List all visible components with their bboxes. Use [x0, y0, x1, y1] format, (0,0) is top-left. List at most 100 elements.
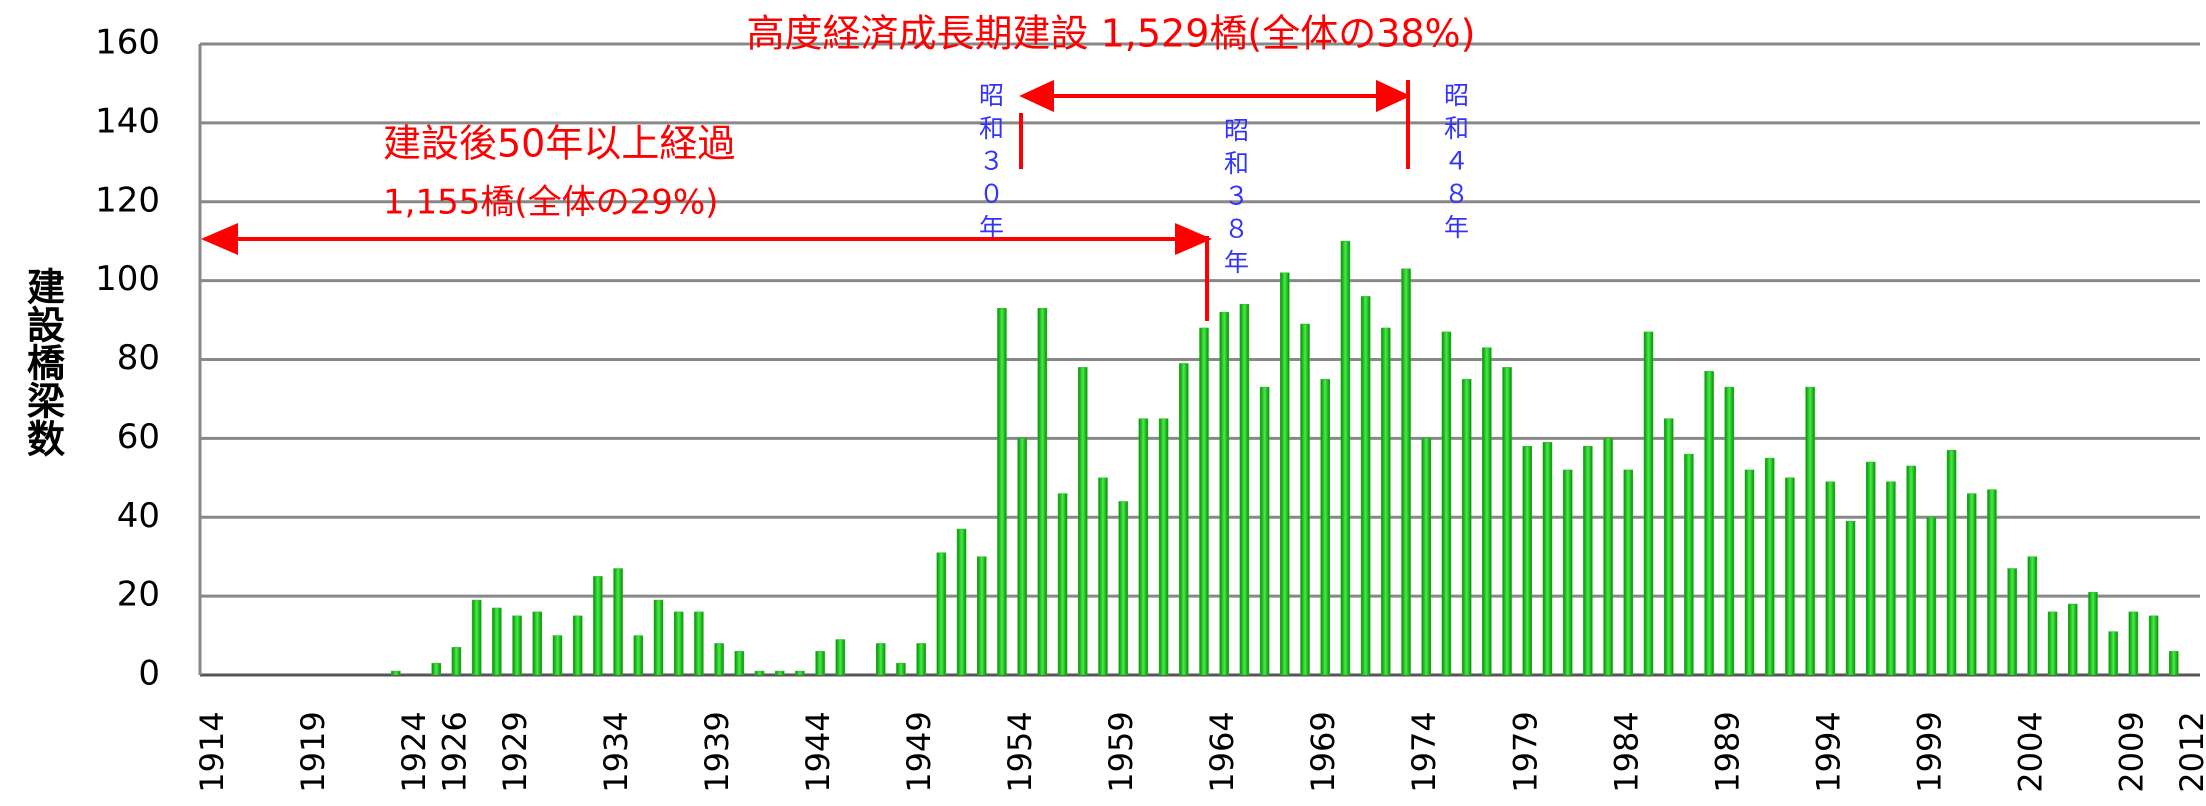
- bar: [1684, 453, 1694, 676]
- annotation: 昭和３０年: [976, 82, 1005, 247]
- bar: [1158, 418, 1169, 676]
- y-tick-label: 100: [95, 259, 160, 299]
- bar: [1381, 327, 1391, 676]
- bar: [1441, 331, 1452, 676]
- bar: [1906, 465, 1916, 676]
- arrows: [200, 79, 1411, 321]
- bar: [2169, 651, 2179, 676]
- bar: [1017, 438, 1027, 676]
- bar: [2027, 556, 2038, 676]
- x-tick-label: 1994: [1809, 711, 1847, 792]
- x-tick-label: 1919: [294, 711, 332, 792]
- bar: [1522, 446, 1533, 676]
- annotation: 建設後50年以上経過: [383, 122, 735, 166]
- bar: [1037, 307, 1048, 676]
- x-tick-label: 1914: [193, 711, 231, 792]
- annotation: 高度経済成長期建設 1,529橋(全体の38%): [747, 12, 1476, 56]
- bar: [2148, 615, 2159, 676]
- bar: [956, 528, 967, 676]
- bar: [2128, 611, 2139, 676]
- bar: [1926, 517, 1937, 676]
- x-tick-label: 2004: [2011, 711, 2049, 792]
- bar: [1138, 418, 1149, 676]
- bar: [653, 599, 664, 676]
- bar: [613, 568, 623, 676]
- bar: [754, 670, 765, 676]
- bar: [1199, 327, 1209, 676]
- bar: [1179, 363, 1189, 676]
- bar: [1098, 477, 1108, 676]
- y-tick-label: 40: [117, 496, 160, 536]
- bar: [391, 670, 401, 676]
- bar: [572, 615, 583, 676]
- bar: [1886, 481, 1896, 676]
- bar: [1502, 367, 1512, 676]
- y-tick-label: 0: [138, 654, 160, 694]
- bar: [916, 643, 926, 676]
- bar: [1482, 347, 1492, 676]
- bar: [2108, 631, 2118, 676]
- bar: [1057, 493, 1068, 676]
- x-tick-label: 1969: [1304, 711, 1342, 792]
- x-tick-label: 1944: [799, 711, 837, 792]
- y-tick-label: 160: [95, 23, 160, 63]
- bar: [1421, 438, 1431, 676]
- annotation: 昭和３８年: [1221, 117, 1250, 282]
- x-tick-label: 1959: [1102, 711, 1140, 792]
- y-tick-label: 120: [95, 180, 160, 220]
- bar: [633, 635, 644, 676]
- bar: [2088, 591, 2098, 676]
- bar: [1724, 386, 1735, 676]
- bar: [1865, 461, 1876, 676]
- x-tick-label: 2009: [2112, 711, 2150, 792]
- bar: [2047, 611, 2058, 676]
- x-tick-label: 1939: [698, 711, 736, 792]
- y-tick-label: 140: [95, 101, 160, 141]
- bar: [1643, 331, 1654, 676]
- x-tick-label: 1984: [1607, 711, 1645, 792]
- bar: [1946, 449, 1957, 676]
- y-axis-label: 建設橋梁数: [21, 267, 65, 457]
- bar: [1744, 469, 1755, 676]
- bar: [532, 611, 543, 676]
- bar: [2007, 568, 2017, 676]
- bar: [774, 670, 785, 676]
- x-tick-label: 1926: [435, 711, 473, 792]
- bar: [1280, 272, 1290, 676]
- x-tick-label: 1999: [1910, 711, 1948, 792]
- bar: [1401, 268, 1411, 676]
- bar: [673, 611, 684, 676]
- bar: [451, 647, 462, 676]
- bar: [997, 307, 1007, 676]
- annotation: 1,155橋(全体の29%): [383, 183, 718, 223]
- bar: [936, 552, 947, 676]
- bar: [1300, 323, 1310, 676]
- bar: [552, 635, 563, 676]
- y-tick-label: 80: [117, 338, 160, 378]
- bar: [694, 611, 704, 676]
- bar: [2068, 603, 2078, 676]
- x-tick-label: 2012: [2173, 711, 2206, 792]
- bar: [1603, 438, 1613, 676]
- bar: [1562, 469, 1573, 676]
- x-tick-label: 1924: [395, 711, 433, 792]
- x-tick-label: 1974: [1405, 711, 1443, 792]
- bar: [1360, 296, 1371, 676]
- x-tick-label: 1929: [496, 711, 534, 792]
- bar: [1845, 520, 1856, 676]
- bar: [1239, 304, 1250, 676]
- bar: [1583, 446, 1593, 676]
- y-tick-label: 20: [117, 575, 160, 615]
- bar: [1219, 311, 1229, 676]
- x-tick-label: 1954: [1001, 711, 1039, 792]
- bar: [1987, 489, 1997, 676]
- bar: [1967, 493, 1977, 676]
- bar: [1623, 469, 1634, 676]
- x-tick-label: 1964: [1203, 711, 1241, 792]
- bar: [1461, 378, 1472, 676]
- bar: [1542, 442, 1553, 676]
- bar: [714, 643, 724, 676]
- x-tick-label: 1989: [1708, 711, 1746, 792]
- bar: [896, 662, 906, 676]
- y-tick-label: 60: [117, 417, 160, 457]
